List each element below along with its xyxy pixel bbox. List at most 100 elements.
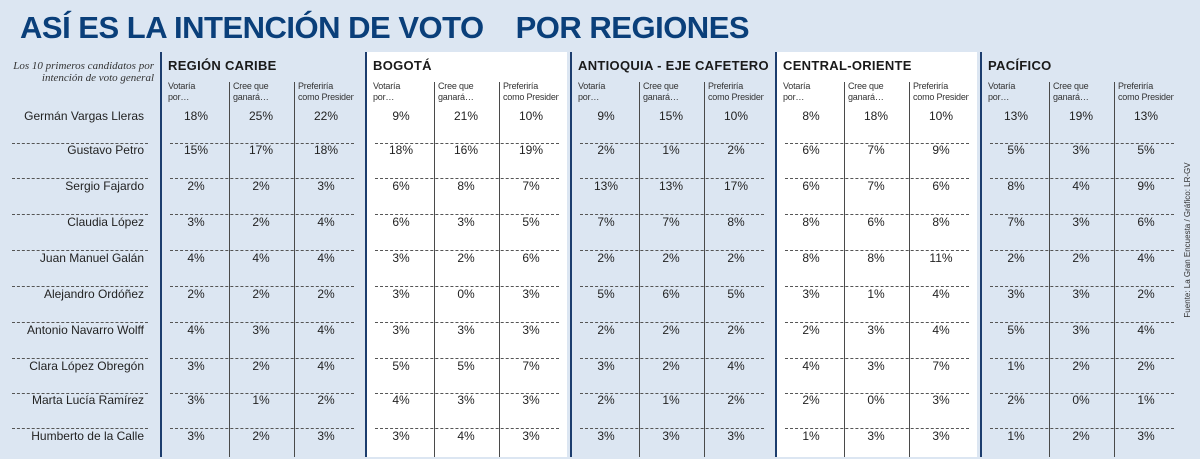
percentage-cell: 8%: [727, 215, 745, 229]
percentage-cell: 6%: [522, 251, 540, 265]
row-separator: [170, 358, 354, 359]
candidate-name: Humberto de la Calle: [31, 429, 144, 443]
percentage-cell: 10%: [518, 109, 544, 123]
row-separator: [785, 143, 969, 144]
percentage-cell: 7%: [867, 179, 885, 193]
column-header: Cree que ganará…: [848, 81, 904, 109]
percentage-cell: 1%: [1007, 359, 1025, 373]
percentage-cell: 3%: [802, 287, 820, 301]
column-header-line: Cree que: [233, 81, 269, 91]
row-separator: [12, 322, 148, 323]
percentage-cell: 8%: [802, 251, 820, 265]
percentage-cell: 6%: [867, 215, 885, 229]
column-divider: [704, 82, 705, 457]
row-separator: [990, 393, 1174, 394]
percentage-cell: 2%: [662, 323, 680, 337]
column-divider: [434, 82, 435, 457]
column-divider: [1114, 82, 1115, 457]
row-separator: [12, 143, 148, 144]
region-block-1: REGIÓN CARIBE Votaría por… Cree que ganará… P…: [160, 52, 362, 457]
row-separator: [990, 250, 1174, 251]
candidate-name: Juan Manuel Galán: [39, 251, 144, 265]
percentage-cell: 3%: [1072, 143, 1090, 157]
percentage-cell: 9%: [932, 143, 950, 157]
column-header: Cree que ganará…: [643, 81, 699, 109]
column-header-line: por…: [578, 92, 600, 102]
percentage-cell: 7%: [522, 179, 540, 193]
percentage-cell: 10%: [928, 109, 954, 123]
region-heading: CENTRAL-ORIENTE: [783, 58, 912, 73]
column-header-line: como Presidente: [1118, 92, 1174, 102]
percentage-cell: 16%: [453, 143, 479, 157]
percentage-cell: 4%: [252, 251, 270, 265]
column-header: Votaría por…: [988, 81, 1044, 109]
percentage-cell: 4%: [392, 393, 410, 407]
percentage-cell: 6%: [802, 143, 820, 157]
percentage-cell: 5%: [457, 359, 475, 373]
percentage-cell: 2%: [597, 393, 615, 407]
percentage-cell: 2%: [1007, 393, 1025, 407]
percentage-cell: 2%: [1137, 359, 1155, 373]
percentage-cell: 3%: [727, 429, 745, 443]
percentage-cell: 3%: [867, 323, 885, 337]
percentage-cell: 11%: [929, 251, 953, 265]
percentage-cell: 2%: [727, 143, 745, 157]
row-separator: [12, 393, 148, 394]
row-separator: [580, 250, 764, 251]
percentage-cell: 5%: [727, 287, 745, 301]
column-divider: [1049, 82, 1050, 457]
row-separator: [580, 178, 764, 179]
column-header: Votaría por…: [373, 81, 429, 109]
percentage-cell: 2%: [662, 359, 680, 373]
percentage-cell: 1%: [252, 393, 270, 407]
row-separator: [990, 286, 1174, 287]
percentage-cell: 3%: [932, 429, 950, 443]
percentage-cell: 2%: [662, 251, 680, 265]
percentage-cell: 3%: [392, 323, 410, 337]
percentage-cell: 7%: [662, 215, 680, 229]
percentage-cell: 4%: [727, 359, 745, 373]
percentage-cell: 4%: [932, 287, 950, 301]
row-separator: [375, 143, 559, 144]
row-separator: [375, 393, 559, 394]
percentage-cell: 9%: [597, 109, 615, 123]
column-header-line: Cree que: [1053, 81, 1089, 91]
column-header-line: por…: [373, 92, 395, 102]
percentage-cell: 3%: [1072, 215, 1090, 229]
percentage-cell: 18%: [863, 109, 889, 123]
row-separator: [580, 428, 764, 429]
percentage-cell: 3%: [597, 359, 615, 373]
percentage-cell: 6%: [662, 287, 680, 301]
column-header-line: Preferiría: [708, 81, 744, 91]
percentage-cell: 5%: [1007, 323, 1025, 337]
column-header-line: ganará…: [848, 92, 884, 102]
column-divider: [229, 82, 230, 457]
percentage-cell: 8%: [867, 251, 885, 265]
percentage-cell: 3%: [187, 359, 205, 373]
candidate-name: Antonio Navarro Wolff: [27, 323, 144, 337]
percentage-cell: 3%: [932, 393, 950, 407]
percentage-cell: 4%: [802, 359, 820, 373]
percentage-cell: 13%: [1133, 109, 1159, 123]
row-separator: [785, 286, 969, 287]
column-header-line: como Presidente: [708, 92, 764, 102]
percentage-cell: 2%: [802, 393, 820, 407]
row-separator: [375, 358, 559, 359]
percentage-cell: 2%: [802, 323, 820, 337]
percentage-cell: 7%: [522, 359, 540, 373]
candidate-name: Claudia López: [67, 215, 144, 229]
row-separator: [12, 428, 148, 429]
row-separator: [785, 393, 969, 394]
column-header-line: Votaría: [578, 81, 606, 91]
percentage-cell: 4%: [1137, 251, 1155, 265]
row-separator: [580, 393, 764, 394]
percentage-cell: 4%: [187, 323, 205, 337]
percentage-cell: 2%: [187, 287, 205, 301]
percentage-cell: 8%: [932, 215, 950, 229]
row-separator: [12, 250, 148, 251]
column-header-line: ganará…: [1053, 92, 1089, 102]
percentage-cell: 7%: [1007, 215, 1025, 229]
column-header-line: ganará…: [438, 92, 474, 102]
